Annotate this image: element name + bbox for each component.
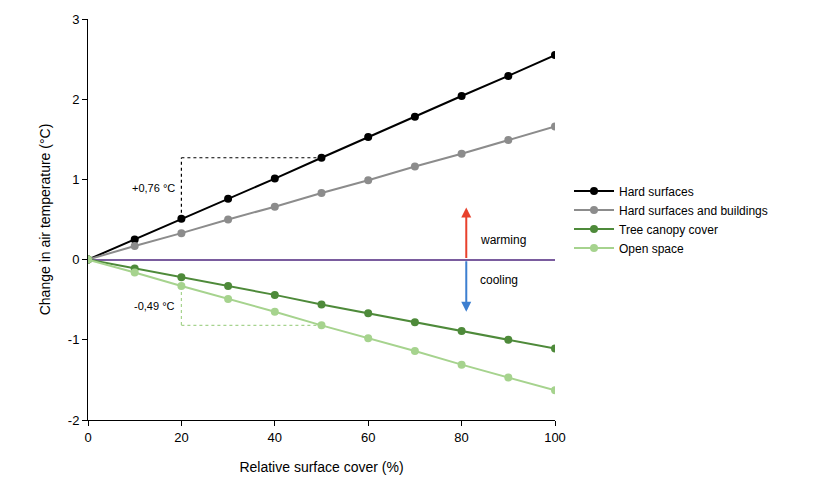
svg-text:2: 2 [72,92,79,107]
svg-text:Tree canopy cover: Tree canopy cover [619,223,718,237]
svg-text:0: 0 [72,252,79,267]
svg-text:Hard surfaces and buildings: Hard surfaces and buildings [619,204,768,218]
svg-text:Change in air temperature (°C): Change in air temperature (°C) [37,124,53,316]
svg-text:0: 0 [84,430,91,445]
svg-text:40: 40 [268,430,282,445]
svg-text:3: 3 [72,12,79,27]
svg-text:80: 80 [454,430,468,445]
svg-text:-2: -2 [68,413,80,428]
svg-text:Hard surfaces: Hard surfaces [619,185,694,199]
svg-text:60: 60 [361,430,375,445]
svg-text:100: 100 [544,430,566,445]
svg-text:1: 1 [72,172,79,187]
svg-text:Open space: Open space [619,242,684,256]
svg-text:Relative surface cover (%): Relative surface cover (%) [239,459,403,475]
svg-text:cooling: cooling [480,273,518,287]
svg-text:warming: warming [480,233,526,247]
svg-text:-0,49 °C: -0,49 °C [134,300,175,312]
svg-text:+0,76 °C: +0,76 °C [132,182,175,194]
svg-text:20: 20 [174,430,188,445]
svg-text:-1: -1 [68,332,80,347]
